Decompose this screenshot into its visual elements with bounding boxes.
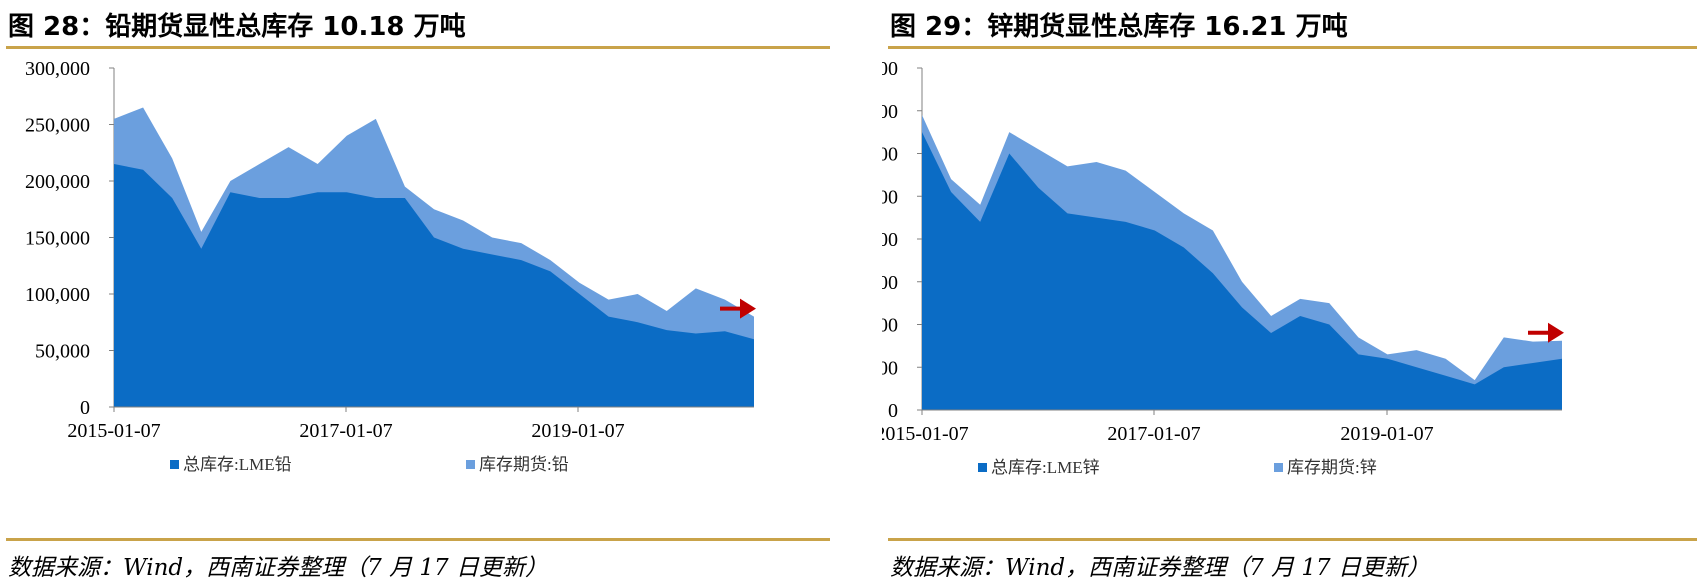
legend-swatch [466,460,475,469]
y-tick-label: 400,000 [882,229,898,251]
lead-inventory-panel: 图 28：铅期货显性总库存 10.18 万吨 0 50,000 100,000 150… [0,0,830,582]
y-tick-label: 600,000 [882,144,898,166]
title-rule [888,46,1697,49]
y-tick-label: 300,000 [882,272,898,294]
x-tick-label: 2019-01-07 [1340,423,1433,445]
x-tick-label: 2019-01-07 [531,420,624,442]
y-tick-label: 0 [80,397,90,419]
x-tick-label: 2015-01-07 [67,420,160,442]
y-tick-label: 0 [888,400,898,422]
legend-label: 总库存:LME铅 [183,455,292,474]
source-rule [888,538,1697,541]
source-rule [6,538,830,541]
legend-label: 总库存:LME锌 [991,458,1100,477]
y-tick-label: 300,000 [25,58,90,80]
x-tick-label: 2015-01-07 [882,423,969,445]
y-tick-label: 200,000 [25,171,90,193]
y-tick-label: 800,000 [882,58,898,80]
y-tick-label: 200,000 [882,315,898,337]
y-tick-label: 150,000 [25,228,90,250]
y-tick-label: 50,000 [35,341,90,363]
series-area-total [114,164,754,407]
y-tick-label: 100,000 [882,357,898,379]
series-area-total [922,132,1562,410]
y-tick-label: 250,000 [25,115,90,137]
data-source-note: 数据来源：Wind，西南证券整理（7 月 17 日更新） [8,555,548,581]
x-tick-label: 2017-01-07 [1107,423,1200,445]
legend-label: 库存期货:铅 [479,455,569,474]
chart-title: 图 29：锌期货显性总库存 16.21 万吨 [890,12,1348,42]
latest-value-arrow-icon [1528,322,1564,343]
x-tick-label: 2017-01-07 [299,420,392,442]
y-tick-label: 100,000 [25,284,90,306]
title-rule [6,46,830,49]
legend-swatch [170,460,179,469]
chart-title: 图 28：铅期货显性总库存 10.18 万吨 [8,12,466,42]
legend-label: 库存期货:锌 [1287,458,1377,477]
lead-inventory-chart: 0 50,000 100,000 150,000 200,000 250,000 300,0… [25,58,756,474]
legend-swatch [1274,463,1283,472]
zinc-inventory-panel: 图 29：锌期货显性总库存 16.21 万吨 0 100,000 200,000 30… [882,0,1697,582]
latest-value-arrow-icon [720,298,756,319]
y-tick-label: 500,000 [882,186,898,208]
legend-swatch [978,463,987,472]
zinc-inventory-chart: 0 100,000 200,000 300,000 400,000 500,000 600,… [882,58,1564,477]
y-tick-label: 700,000 [882,101,898,123]
data-source-note: 数据来源：Wind，西南证券整理（7 月 17 日更新） [890,555,1430,581]
